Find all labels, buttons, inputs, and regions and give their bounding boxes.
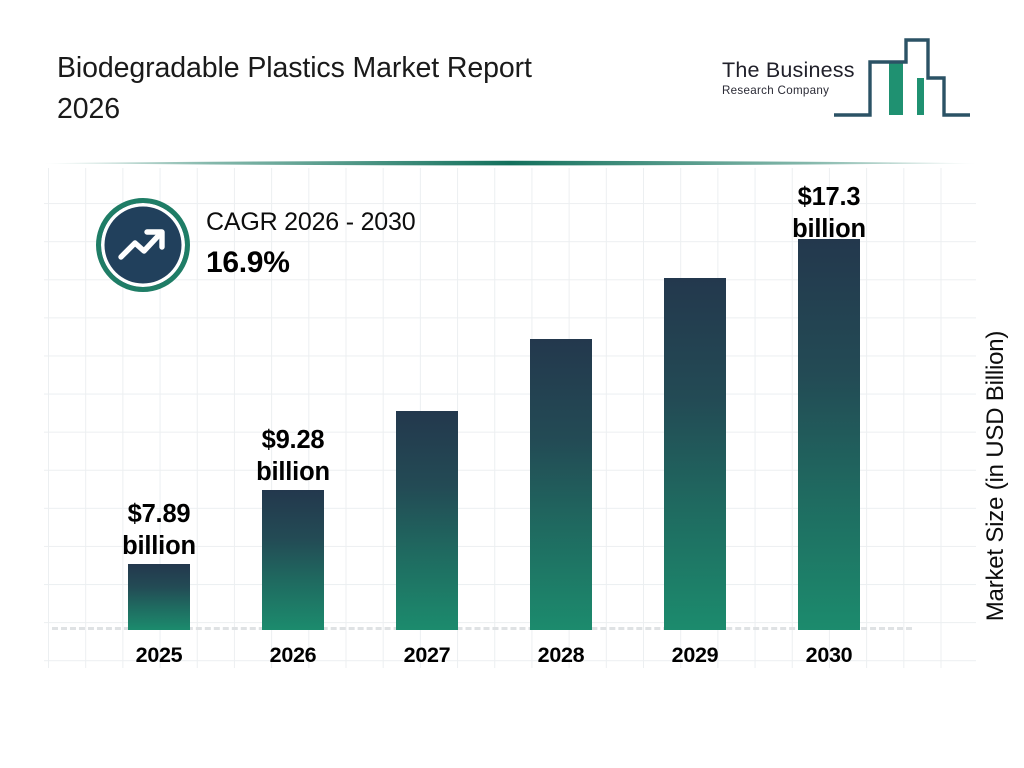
cagr-badge: CAGR 2026 - 2030 16.9% — [96, 198, 516, 308]
x-axis-tick-2025: 2025 — [135, 643, 183, 667]
bar-2028[interactable] — [530, 339, 592, 630]
bar-2029[interactable] — [664, 278, 726, 630]
logo-wordmark: The Business Research Company — [722, 58, 870, 98]
bar-value-label-2025: $7.89 billion — [122, 500, 196, 560]
bar-2025[interactable] — [128, 564, 190, 630]
bar-chart: $7.89 billion 2025 $9.28 billion 2026 20… — [44, 168, 1009, 668]
bar-2026[interactable] — [262, 490, 324, 630]
logo-line-1: The Business — [722, 58, 855, 82]
bar-2030[interactable] — [798, 239, 860, 630]
x-axis-tick-2030: 2030 — [805, 643, 853, 667]
chart-baseline — [52, 627, 912, 630]
cagr-icon-circle — [96, 198, 190, 292]
bar-value-label-2026: $9.28 billion — [256, 426, 330, 486]
bar-chart-outline-icon — [832, 32, 972, 124]
report-header: Biodegradable Plastics Market Report 202… — [0, 0, 1024, 160]
trending-up-arrow-icon — [117, 224, 169, 266]
page-title: Biodegradable Plastics Market Report 202… — [57, 52, 532, 125]
x-axis-tick-2027: 2027 — [403, 643, 451, 667]
x-axis-tick-2029: 2029 — [671, 643, 719, 667]
header-divider — [44, 155, 976, 166]
bar-2027[interactable] — [396, 411, 458, 630]
chart-plot-area: $7.89 billion 2025 $9.28 billion 2026 20… — [44, 168, 976, 668]
x-axis-tick-2028: 2028 — [537, 643, 585, 667]
y-axis-title: Market Size (in USD Billion) — [982, 330, 1009, 622]
logo-line-2: Research Company — [722, 84, 830, 97]
cagr-period-label: CAGR 2026 - 2030 — [206, 208, 416, 236]
company-logo: The Business Research Company — [722, 32, 972, 124]
bar-value-label-2030: $17.3 billion — [792, 183, 866, 243]
cagr-value-label: 16.9% — [206, 246, 290, 279]
x-axis-tick-2026: 2026 — [269, 643, 317, 667]
